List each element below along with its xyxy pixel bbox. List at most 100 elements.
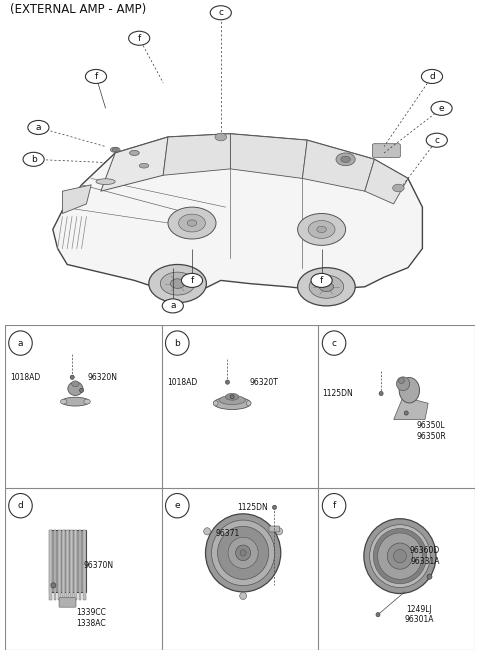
Circle shape [205, 514, 281, 592]
Text: f: f [95, 72, 97, 81]
Circle shape [236, 545, 251, 560]
Circle shape [394, 549, 407, 563]
Circle shape [298, 267, 355, 306]
Circle shape [323, 331, 346, 355]
Circle shape [217, 526, 269, 579]
FancyBboxPatch shape [79, 530, 82, 600]
FancyBboxPatch shape [269, 526, 279, 532]
Circle shape [378, 533, 422, 579]
Circle shape [230, 395, 234, 399]
Text: b: b [31, 155, 36, 164]
Ellipse shape [139, 164, 149, 168]
Circle shape [370, 525, 430, 587]
Circle shape [212, 520, 275, 585]
Polygon shape [230, 134, 307, 179]
Ellipse shape [68, 382, 83, 396]
Circle shape [228, 537, 258, 568]
Circle shape [9, 331, 32, 355]
Circle shape [85, 70, 107, 83]
Circle shape [187, 220, 197, 226]
Circle shape [149, 265, 206, 303]
Circle shape [160, 272, 195, 295]
Ellipse shape [84, 399, 90, 404]
Polygon shape [53, 134, 422, 290]
Circle shape [170, 279, 185, 288]
FancyBboxPatch shape [58, 530, 60, 600]
Circle shape [112, 148, 118, 152]
Circle shape [51, 583, 56, 588]
FancyBboxPatch shape [66, 530, 69, 600]
Circle shape [426, 133, 447, 147]
Text: 1018AD: 1018AD [10, 373, 40, 382]
FancyBboxPatch shape [83, 530, 85, 600]
Circle shape [308, 221, 335, 238]
Circle shape [373, 528, 427, 584]
Circle shape [23, 152, 44, 166]
Circle shape [273, 505, 276, 509]
FancyBboxPatch shape [48, 530, 86, 592]
Ellipse shape [246, 401, 251, 406]
Polygon shape [62, 185, 91, 214]
Circle shape [319, 282, 334, 292]
Circle shape [28, 120, 49, 135]
Circle shape [181, 273, 203, 287]
Text: c: c [332, 338, 336, 348]
Circle shape [240, 593, 247, 600]
Circle shape [427, 574, 432, 579]
Circle shape [376, 612, 380, 617]
Circle shape [336, 153, 355, 166]
Text: 96350L
96350R: 96350L 96350R [417, 421, 446, 441]
Text: (EXTERNAL AMP - AMP): (EXTERNAL AMP - AMP) [10, 3, 146, 16]
Circle shape [240, 550, 246, 556]
Text: c: c [218, 9, 223, 17]
Text: 1125DN: 1125DN [237, 503, 268, 512]
Circle shape [341, 156, 350, 162]
Text: e: e [174, 501, 180, 510]
FancyBboxPatch shape [54, 530, 56, 600]
Circle shape [210, 6, 231, 20]
Polygon shape [101, 137, 168, 191]
Circle shape [70, 375, 74, 379]
Text: f: f [333, 501, 336, 510]
Text: 96320N: 96320N [87, 373, 117, 382]
Text: a: a [36, 123, 41, 132]
Circle shape [226, 380, 229, 384]
FancyBboxPatch shape [59, 598, 76, 607]
Text: 96370N: 96370N [84, 561, 114, 570]
Circle shape [431, 101, 452, 116]
FancyBboxPatch shape [62, 530, 65, 600]
Text: f: f [138, 34, 141, 43]
Text: a: a [18, 338, 23, 348]
FancyBboxPatch shape [49, 530, 52, 600]
Circle shape [215, 133, 227, 141]
Text: 1125DN: 1125DN [322, 389, 353, 398]
Circle shape [276, 528, 283, 535]
Text: 96371: 96371 [216, 529, 240, 538]
Ellipse shape [72, 381, 79, 387]
Circle shape [129, 32, 150, 45]
Text: d: d [18, 501, 24, 510]
Text: 1249LJ
96301A: 1249LJ 96301A [404, 605, 433, 624]
Polygon shape [394, 397, 428, 420]
Circle shape [317, 226, 326, 233]
Circle shape [323, 493, 346, 518]
Polygon shape [163, 134, 230, 175]
Ellipse shape [96, 179, 115, 185]
Ellipse shape [219, 396, 245, 405]
Polygon shape [365, 160, 408, 204]
Ellipse shape [130, 150, 139, 156]
Ellipse shape [60, 399, 67, 404]
FancyBboxPatch shape [372, 144, 400, 158]
Ellipse shape [213, 401, 218, 406]
Ellipse shape [110, 147, 120, 152]
Circle shape [311, 273, 332, 287]
Ellipse shape [399, 378, 420, 403]
Circle shape [179, 214, 205, 232]
Circle shape [309, 275, 344, 298]
Circle shape [421, 70, 443, 83]
Text: a: a [170, 302, 176, 310]
Circle shape [204, 528, 211, 535]
Text: b: b [174, 338, 180, 348]
Ellipse shape [398, 378, 405, 384]
Text: f: f [320, 276, 323, 285]
